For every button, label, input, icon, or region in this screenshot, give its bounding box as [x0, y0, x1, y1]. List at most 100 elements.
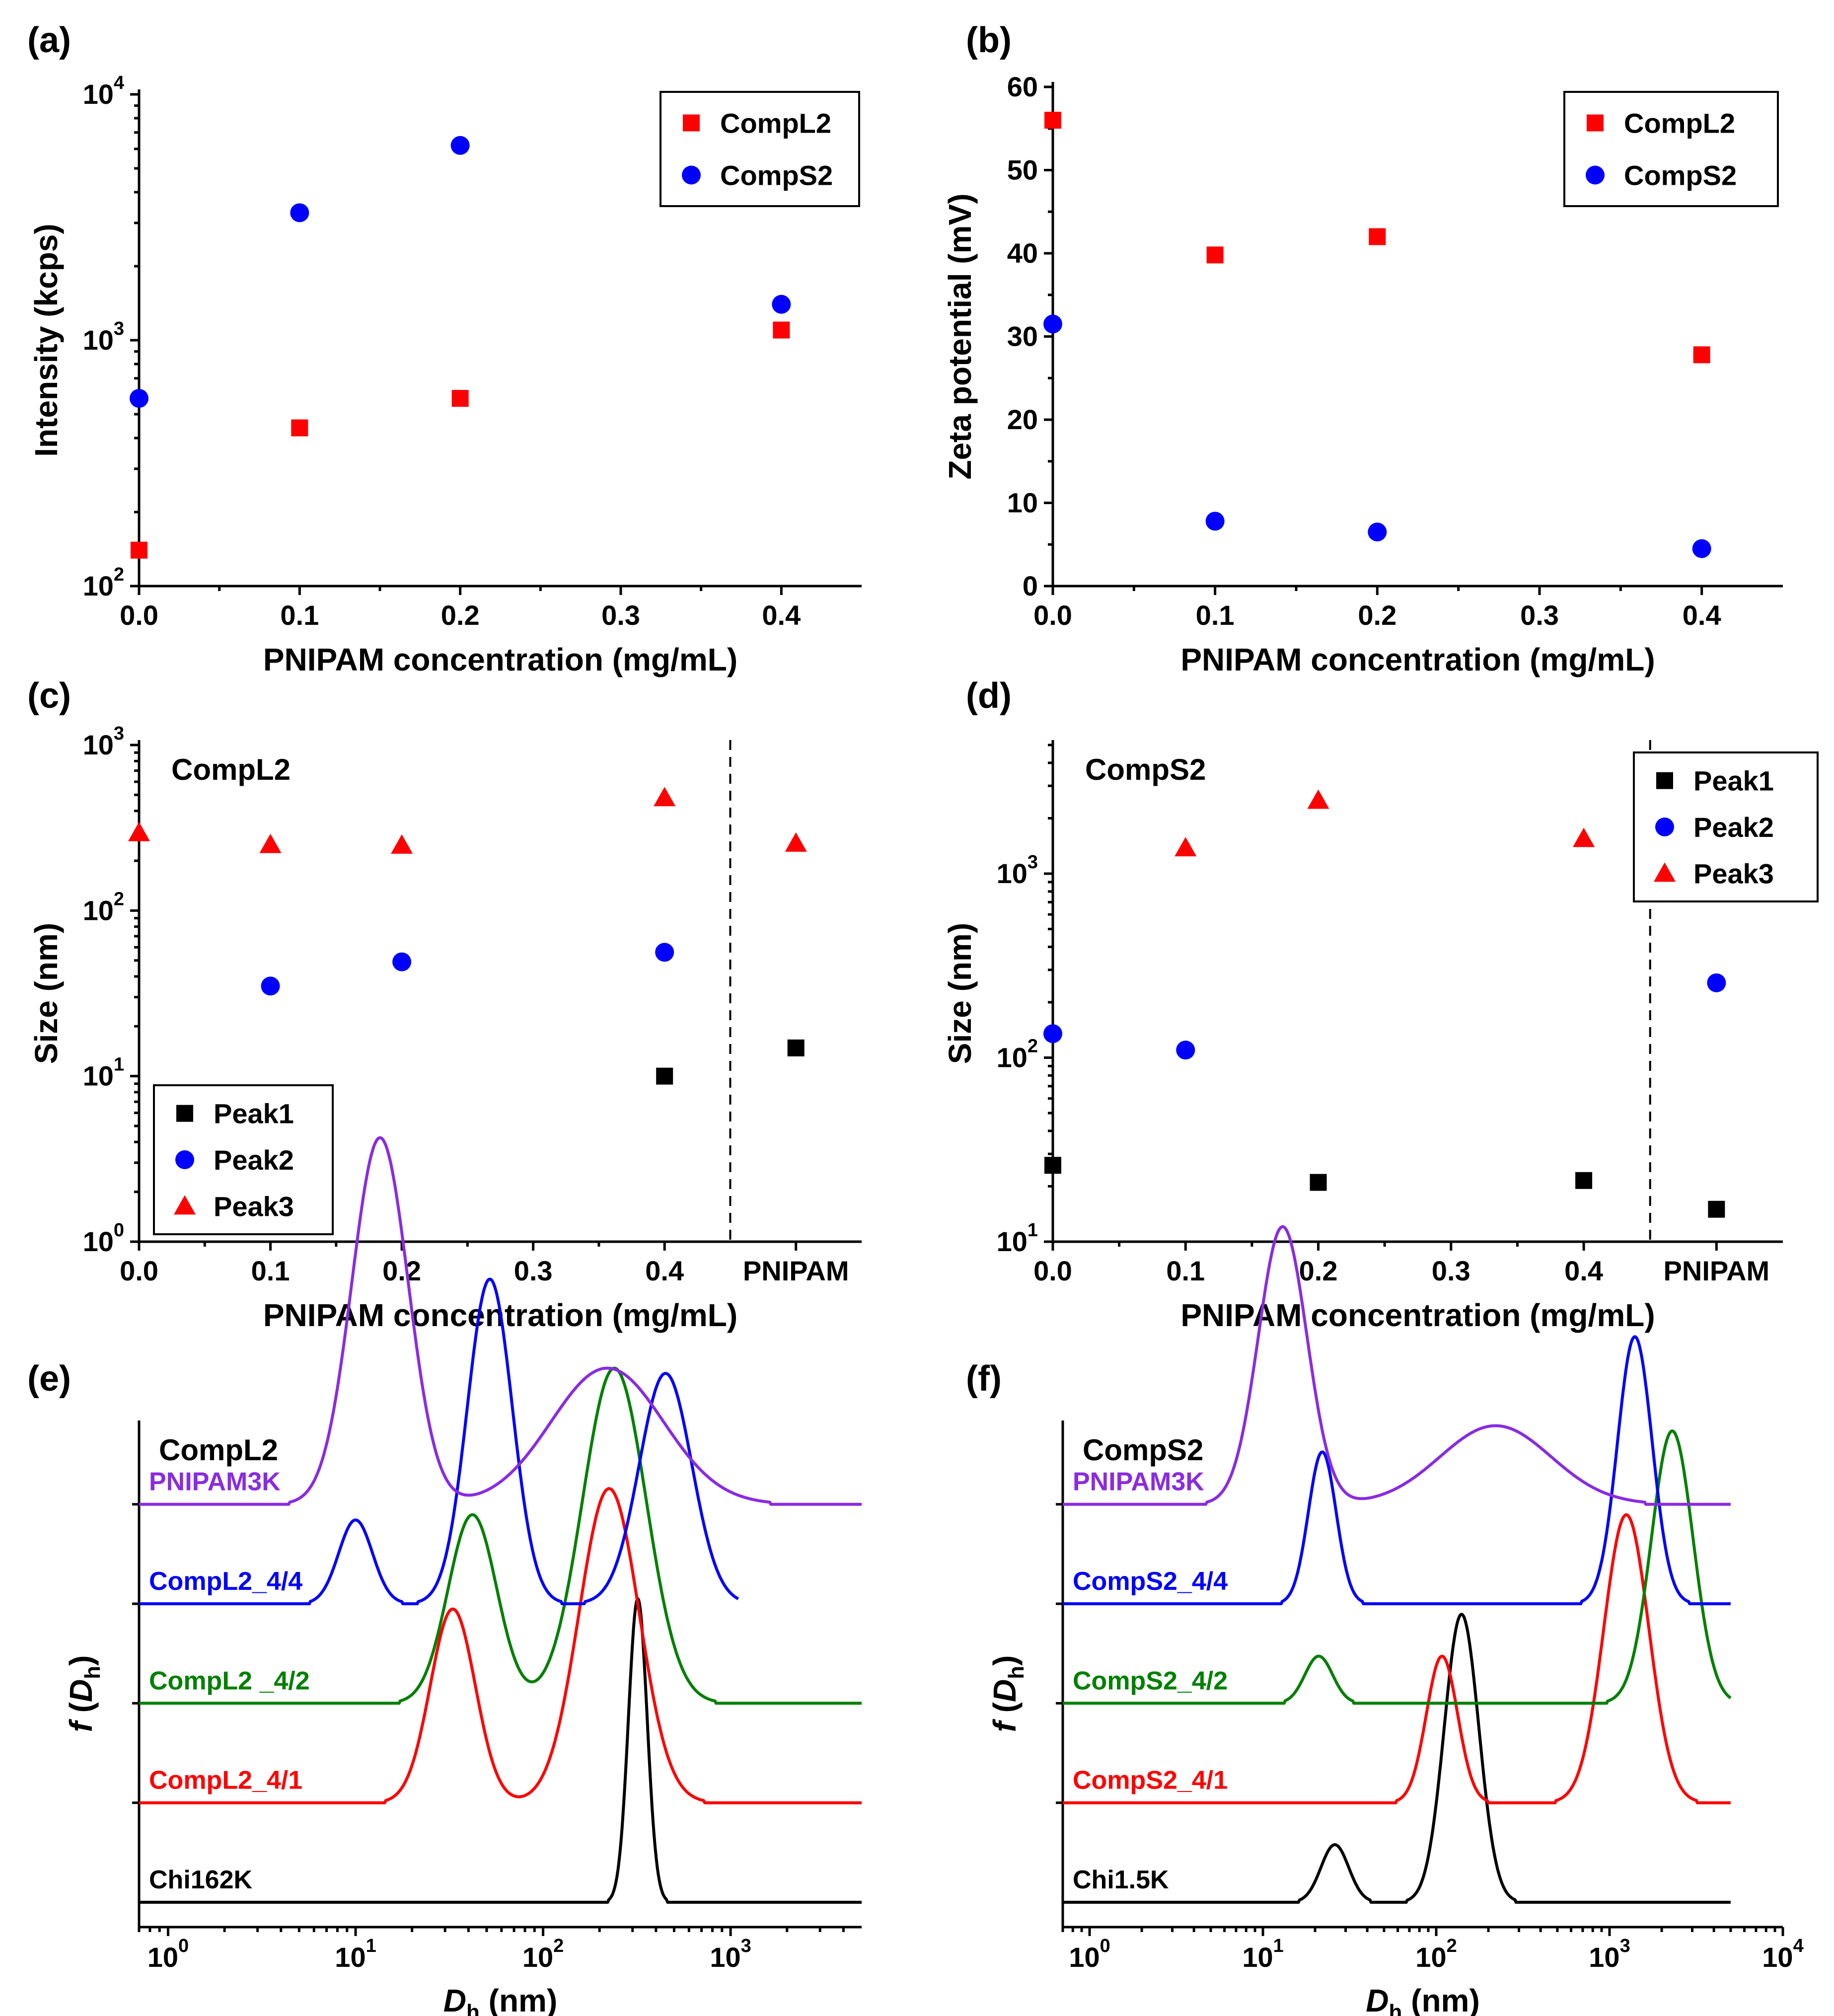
- data-point: [1174, 837, 1197, 857]
- x-tick-label: 0.1: [280, 599, 319, 631]
- distribution-line: [1062, 1613, 1731, 1904]
- curve-compl2-4-4: CompL2_4/4: [138, 1277, 739, 1605]
- series-comps2: [1043, 314, 1711, 558]
- data-point: [1044, 1157, 1061, 1174]
- series-peak2: [1043, 973, 1726, 1060]
- data-point: [1368, 523, 1387, 542]
- data-point: [391, 834, 413, 854]
- curve-label: CompS2_4/1: [1073, 1766, 1228, 1795]
- curve-compl2-4-2: CompL2 _4/2: [139, 1366, 862, 1705]
- curve-label: PNIPAM3K: [149, 1468, 281, 1496]
- tick-label: 102: [522, 1936, 564, 1973]
- tick-label: 104: [83, 73, 124, 110]
- legend-marker: [1655, 818, 1674, 836]
- legend-marker: [174, 1195, 196, 1215]
- legend-marker: [1654, 862, 1676, 882]
- legend-marker: [683, 114, 700, 132]
- data-point: [1692, 539, 1711, 558]
- x-tick-label: 0.4: [1683, 599, 1721, 631]
- data-point: [1708, 1200, 1725, 1218]
- tick-label: 102: [83, 564, 124, 601]
- curve-comps2-4-1: CompS2_4/1: [1062, 1513, 1731, 1804]
- tick-label: 101: [1242, 1936, 1283, 1973]
- tick-label: 100: [147, 1936, 189, 1973]
- y-axis-label: Size (nm): [942, 923, 978, 1064]
- legend-marker: [682, 165, 701, 185]
- panel-label: (e): [27, 1359, 71, 1399]
- distribution-line: [1062, 1225, 1731, 1506]
- data-point: [259, 833, 282, 853]
- legend-label: Peak2: [1693, 812, 1774, 843]
- tick-label: 103: [83, 723, 124, 760]
- curve-label: Chi1.5K: [1073, 1866, 1169, 1894]
- panel-label: (d): [966, 676, 1012, 716]
- data-point: [392, 952, 412, 971]
- x-axis-label: PNIPAM concentration (mg/mL): [263, 642, 737, 677]
- x-tick-label: 0.1: [1166, 1255, 1205, 1286]
- legend-label: Peak1: [214, 1098, 294, 1129]
- curve-label: Chi162K: [149, 1866, 253, 1894]
- y-tick-label: 50: [1007, 154, 1038, 186]
- legend-marker: [1586, 165, 1605, 185]
- x-tick-label: 0.0: [1033, 1255, 1072, 1286]
- data-point: [451, 390, 469, 407]
- x-axis-label: PNIPAM concentration (mg/mL): [1180, 642, 1655, 677]
- tick-label: 101: [83, 1054, 124, 1092]
- x-tick-label: 0.3: [1520, 599, 1559, 631]
- data-point: [787, 1039, 805, 1056]
- panel-b: (b) 0.0 0.1 0.2 0.3 0.4 0 10 20 30 40 50 60 PNIPAM co…: [942, 20, 1783, 677]
- tick-label: 101: [335, 1936, 376, 1973]
- curve-pnipam3k: PNIPAM3K: [1062, 1225, 1731, 1506]
- data-point: [1307, 789, 1329, 809]
- x-axis-label: Dh (nm): [1366, 1983, 1480, 2016]
- tick-label: 104: [1762, 1936, 1803, 1973]
- data-point: [1693, 346, 1710, 364]
- x-tick-label: 0.4: [645, 1255, 684, 1286]
- data-point: [1310, 1174, 1327, 1191]
- panel-c: (c)0.0 0.1 0.2 0.3 0.4 PNIPAM100101102103PNIP…: [27, 676, 862, 1333]
- legend: CompL2 CompS2: [660, 91, 860, 207]
- curve-label: CompL2_4/4: [149, 1567, 302, 1596]
- curve-chi1-5k: Chi1.5K: [1062, 1613, 1731, 1904]
- distribution-line: [1062, 1513, 1731, 1804]
- tick-label: 100: [1069, 1936, 1110, 1973]
- series-comps2: [130, 136, 791, 408]
- series-peak1: [1044, 1157, 1725, 1218]
- distribution-line: [139, 1366, 862, 1705]
- tick-label: 103: [710, 1936, 751, 1973]
- legend-marker: [175, 1150, 194, 1169]
- data-point: [656, 1067, 673, 1085]
- curve-compl2-4-1: CompL2_4/1: [139, 1487, 862, 1804]
- curve-label: CompS2_4/4: [1073, 1567, 1228, 1596]
- legend-label: Peak2: [214, 1144, 294, 1176]
- tick-label: 102: [997, 1036, 1038, 1073]
- series-peak1: [656, 1039, 805, 1085]
- x-tick-label: PNIPAM: [743, 1255, 849, 1286]
- x-tick-label: 0.3: [1432, 1255, 1470, 1286]
- data-point: [1707, 973, 1726, 992]
- panel-annotation: CompL2: [171, 753, 291, 786]
- x-tick-label: 0.3: [514, 1255, 553, 1286]
- legend-label: CompL2: [720, 108, 831, 139]
- panel-label: (b): [966, 20, 1012, 60]
- distribution-line: [138, 1277, 739, 1605]
- data-point: [261, 976, 280, 996]
- x-tick-label: PNIPAM: [1664, 1255, 1770, 1286]
- data-point: [773, 321, 790, 339]
- data-point: [1205, 512, 1225, 531]
- panel-e: (e) 100 101 102 103 Dh (nm) f (Dh) CompL2 Chi162…: [27, 1136, 862, 2016]
- tick-label: 103: [1589, 1936, 1630, 1973]
- data-point: [1043, 1024, 1062, 1044]
- panel-f: (f) 100 101 102 103 104 Dh (nm) f (Dh) CompS2 Chi…: [966, 1225, 1804, 2016]
- data-point: [290, 203, 309, 223]
- legend-marker: [1587, 114, 1604, 132]
- x-tick-label: 0.2: [441, 599, 480, 631]
- legend-label: CompL2: [1624, 108, 1735, 139]
- tick-label: 103: [83, 318, 124, 356]
- x-tick-label: 0.2: [382, 1255, 421, 1286]
- legend-label: CompS2: [720, 160, 833, 191]
- curve-comps2-4-4: CompS2_4/4: [1062, 1335, 1731, 1605]
- y-tick-label: 10: [1007, 487, 1038, 519]
- x-tick-label: 0.1: [1196, 599, 1235, 631]
